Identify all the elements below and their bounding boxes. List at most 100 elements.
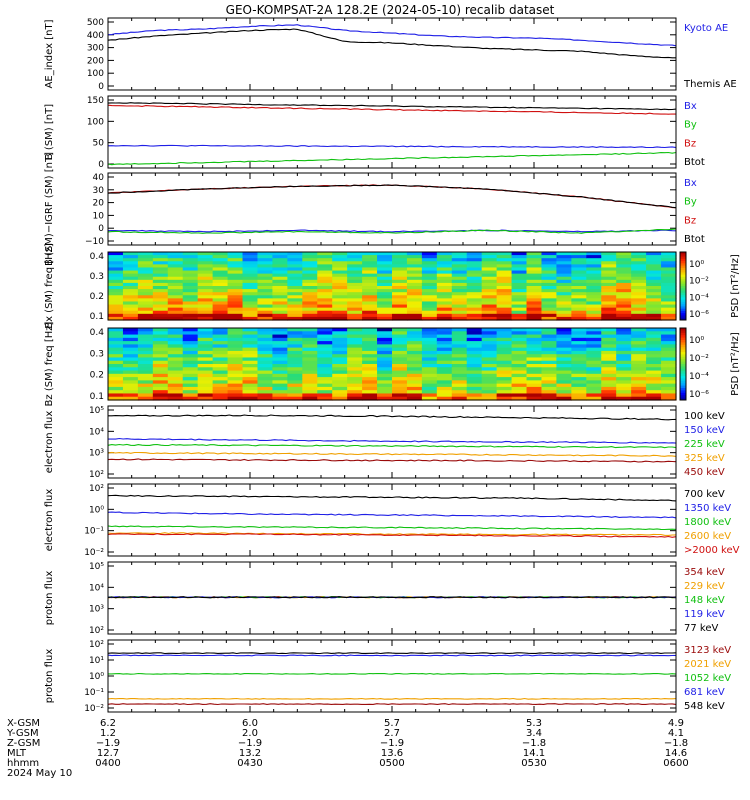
- spectrogram-cell: [197, 377, 214, 381]
- spectrogram-cell: [287, 386, 303, 391]
- spectrogram-cell: [496, 276, 513, 281]
- spectrogram-cell: [616, 261, 632, 265]
- spectrogram-cell: [392, 304, 408, 309]
- spectrogram-cell: [556, 282, 572, 287]
- spectrogram-cell: [616, 270, 632, 275]
- spectrogram-cell: [436, 304, 453, 309]
- spectrogram-cell: [272, 279, 288, 284]
- spectrogram-cell: [108, 307, 124, 312]
- spectrogram-cell: [392, 396, 408, 401]
- spectrogram-cell: [421, 255, 438, 259]
- spectrogram-cell: [466, 286, 483, 290]
- spectrogram-cell: [496, 373, 513, 378]
- spectrogram-cell: [227, 386, 244, 391]
- spectrogram-cell: [302, 273, 318, 278]
- ephemeris-value: 0430: [237, 758, 262, 769]
- spectrogram-cell: [466, 298, 483, 303]
- spectrogram-cell: [661, 286, 677, 290]
- spectrogram-cell: [406, 255, 423, 259]
- spectrogram-cell: [466, 261, 483, 265]
- spectrogram-cell: [227, 347, 244, 352]
- spectrogram-cell: [586, 370, 602, 375]
- spectrogram-cell: [257, 380, 274, 385]
- spectrogram-cell: [526, 350, 543, 355]
- spectrogram-cell: [272, 255, 288, 259]
- spectrogram-cell: [302, 347, 318, 352]
- spectrogram-cell: [377, 282, 393, 287]
- spectrogram-cell: [377, 354, 393, 359]
- spectrogram-cell: [257, 304, 274, 309]
- spectrogram-cell: [466, 310, 483, 315]
- spectrogram-cell: [511, 347, 528, 352]
- spectrogram-cell: [661, 383, 677, 388]
- spectrogram-cell: [631, 295, 647, 299]
- spectrogram-cell: [377, 301, 393, 306]
- spectrogram-cell: [227, 270, 244, 275]
- spectrogram-cell: [511, 386, 528, 391]
- spectrogram-cell: [511, 344, 528, 349]
- legend-label: Themis AE: [683, 79, 737, 90]
- spectrogram-cell: [332, 364, 348, 368]
- spectrogram-cell: [661, 273, 677, 278]
- series-line: [107, 102, 677, 111]
- spectrogram-cell: [272, 354, 288, 359]
- spectrogram-cell: [616, 373, 632, 378]
- spectrogram-cell: [481, 304, 498, 309]
- spectrogram-cell: [152, 344, 169, 349]
- spectrogram-cell: [406, 301, 423, 306]
- spectrogram-cell: [631, 279, 647, 284]
- spectrogram-cell: [347, 276, 363, 281]
- spectrogram-cell: [137, 289, 154, 293]
- spectrogram-cell: [631, 273, 647, 278]
- spectrogram-cell: [287, 316, 303, 321]
- spectrogram-cell: [108, 261, 124, 265]
- spectrogram-cell: [541, 276, 558, 281]
- spectrogram-cell: [108, 255, 124, 259]
- spectrogram-cell: [272, 301, 288, 306]
- ephemeris-value: −1.8: [664, 738, 688, 749]
- spectrogram-cell: [108, 276, 124, 281]
- spectrogram-cell: [661, 341, 677, 345]
- spectrogram-cell: [392, 380, 408, 385]
- spectrogram-cell: [541, 279, 558, 284]
- spectrogram-cell: [272, 316, 288, 321]
- spectrogram-cell: [421, 370, 438, 375]
- spectrogram-cell: [451, 364, 468, 368]
- spectrogram-cell: [242, 350, 259, 355]
- ephemeris-value: 14.1: [523, 748, 545, 759]
- spectrogram-cell: [317, 370, 333, 375]
- legend-label: 681 keV: [684, 687, 725, 698]
- spectrogram-cell: [108, 350, 124, 355]
- spectrogram-cell: [496, 393, 513, 398]
- panel-frame: [107, 251, 677, 321]
- spectrogram-cell: [511, 393, 528, 398]
- spectrogram-cell: [481, 328, 498, 332]
- spectrogram-cell: [616, 267, 632, 272]
- spectrogram-cell: [122, 252, 139, 256]
- spectrogram-cell: [631, 360, 647, 365]
- spectrogram-cell: [661, 337, 677, 342]
- spectrogram-cell: [152, 270, 169, 275]
- spectrogram-cell: [197, 350, 214, 355]
- spectrogram-cell: [137, 377, 154, 381]
- spectrogram-cell: [646, 279, 662, 284]
- spectrogram-cell: [541, 347, 558, 352]
- spectrogram-cell: [362, 301, 378, 306]
- figure-title: GEO-KOMPSAT-2A 128.2E (2024-05-10) recal…: [226, 3, 555, 17]
- spectrogram-cell: [362, 261, 378, 265]
- spectrogram-cell: [362, 334, 378, 339]
- spectrogram-cell: [631, 331, 647, 336]
- spectrogram-cell: [541, 255, 558, 259]
- spectrogram-cell: [616, 252, 632, 256]
- ytick-label: 300: [87, 44, 104, 54]
- spectrogram-cell: [661, 316, 677, 321]
- spectrogram-cell: [362, 252, 378, 256]
- spectrogram-cell: [137, 252, 154, 256]
- spectrogram-cell: [332, 334, 348, 339]
- spectrogram-cell: [436, 331, 453, 336]
- spectrogram-cell: [661, 344, 677, 349]
- spectrogram-cell: [362, 279, 378, 284]
- spectrogram-cell: [511, 252, 528, 256]
- spectrogram-cell: [122, 380, 139, 385]
